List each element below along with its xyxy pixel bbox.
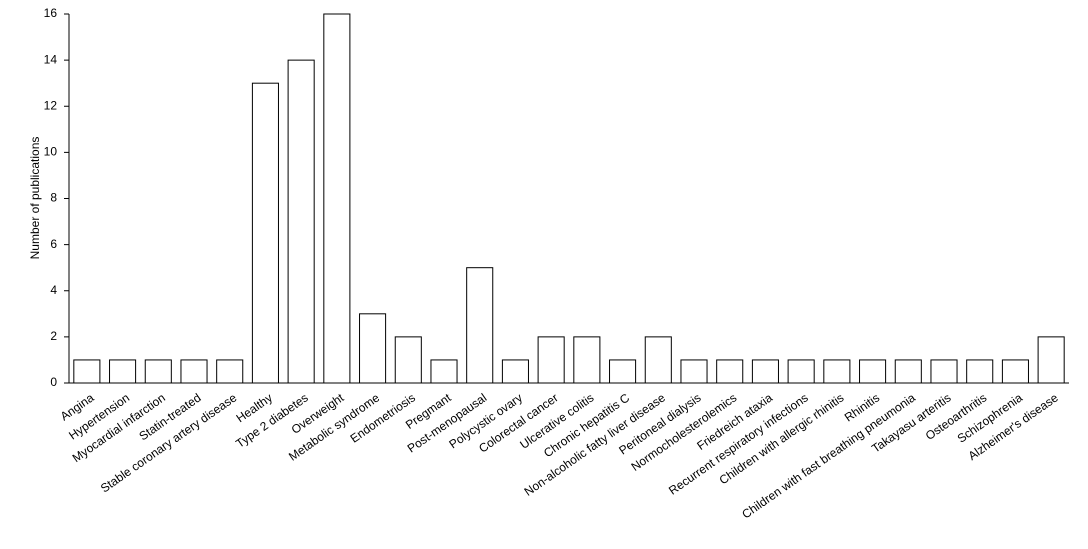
bar	[466, 267, 494, 384]
y-tick-label: 10	[44, 145, 58, 159]
bar	[287, 59, 315, 384]
y-tick-label: 0	[50, 375, 57, 389]
bar	[787, 359, 815, 384]
bar	[1037, 336, 1065, 384]
bar	[966, 359, 994, 384]
bar	[109, 359, 137, 384]
bar	[430, 359, 458, 384]
y-axis-label: Number of publications	[28, 137, 42, 260]
bar	[1001, 359, 1029, 384]
y-tick-label: 2	[50, 329, 57, 343]
bar	[501, 359, 529, 384]
bar	[394, 336, 422, 384]
bar	[609, 359, 637, 384]
bar	[823, 359, 851, 384]
bar	[251, 82, 279, 384]
bar	[537, 336, 565, 384]
y-tick-label: 4	[50, 283, 57, 297]
bar	[751, 359, 779, 384]
bar	[359, 313, 387, 384]
bar	[216, 359, 244, 384]
y-tick-label: 14	[44, 52, 58, 66]
y-tick-label: 6	[50, 237, 57, 251]
y-tick-label: 12	[44, 98, 58, 112]
bar	[144, 359, 172, 384]
bar	[573, 336, 601, 384]
bar	[894, 359, 922, 384]
bar	[859, 359, 887, 384]
bar	[73, 359, 101, 384]
bar	[930, 359, 958, 384]
bar	[323, 13, 351, 384]
y-tick-label: 8	[50, 191, 57, 205]
bar	[644, 336, 672, 384]
bar	[716, 359, 744, 384]
y-tick-label: 16	[44, 6, 58, 20]
bar	[180, 359, 208, 384]
bar	[680, 359, 708, 384]
